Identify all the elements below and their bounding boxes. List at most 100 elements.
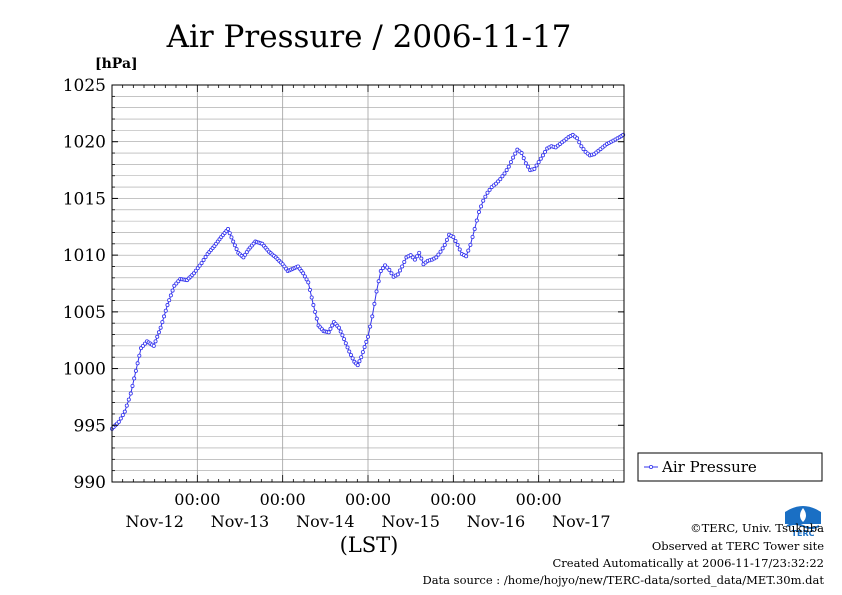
data-point bbox=[133, 368, 138, 373]
data-point bbox=[466, 248, 471, 253]
data-point bbox=[304, 277, 309, 282]
data-point bbox=[521, 156, 526, 161]
data-point bbox=[479, 204, 484, 209]
data-point bbox=[355, 363, 360, 368]
data-point bbox=[412, 257, 417, 262]
x-tick-time-label: 00:00 bbox=[345, 490, 391, 509]
x-axis-caption: (LST) bbox=[340, 533, 399, 557]
data-point bbox=[155, 334, 160, 339]
data-point bbox=[311, 303, 316, 308]
data-point bbox=[453, 238, 458, 243]
data-point bbox=[313, 309, 318, 314]
data-point bbox=[472, 227, 477, 232]
data-point bbox=[511, 155, 516, 160]
data-point bbox=[232, 243, 237, 248]
terc-logo: TERC bbox=[783, 502, 823, 538]
data-point bbox=[365, 334, 370, 339]
data-point bbox=[330, 323, 335, 328]
data-point bbox=[226, 227, 231, 232]
data-point bbox=[483, 194, 488, 199]
data-point bbox=[338, 329, 343, 334]
data-point bbox=[227, 231, 232, 236]
data-point bbox=[508, 160, 513, 165]
data-point bbox=[434, 255, 439, 260]
data-point bbox=[442, 242, 447, 247]
data-point bbox=[402, 259, 407, 264]
data-point bbox=[302, 274, 307, 279]
x-date-label: Nov-13 bbox=[211, 512, 269, 531]
data-point bbox=[376, 279, 381, 284]
data-point bbox=[156, 330, 161, 335]
data-point bbox=[440, 246, 445, 251]
series-air-pressure bbox=[110, 132, 626, 431]
data-point bbox=[197, 263, 202, 268]
x-date-label: Nov-15 bbox=[381, 512, 439, 531]
data-point bbox=[163, 308, 168, 313]
data-point bbox=[513, 151, 518, 156]
legend-box bbox=[637, 452, 823, 482]
legend: Air Pressure bbox=[637, 452, 823, 482]
data-point bbox=[470, 234, 475, 239]
data-point bbox=[193, 268, 198, 273]
data-point bbox=[342, 337, 347, 342]
data-point bbox=[307, 287, 312, 292]
data-point bbox=[328, 326, 333, 331]
y-tick-label: 1010 bbox=[63, 246, 106, 266]
data-point bbox=[348, 352, 353, 357]
data-point bbox=[540, 153, 545, 158]
data-point bbox=[158, 325, 163, 330]
data-point bbox=[543, 149, 548, 154]
data-point bbox=[372, 301, 377, 306]
x-date-label: Nov-12 bbox=[125, 512, 183, 531]
data-point bbox=[201, 258, 206, 263]
credit-created: Created Automatically at 2006-11-17/23:3… bbox=[552, 556, 825, 570]
x-date-label: Nov-16 bbox=[467, 512, 525, 531]
series-line bbox=[111, 134, 624, 430]
data-point bbox=[170, 288, 175, 293]
data-point bbox=[130, 383, 135, 388]
data-point bbox=[137, 353, 142, 358]
data-point bbox=[577, 140, 582, 145]
data-point bbox=[389, 271, 394, 276]
data-point bbox=[502, 171, 507, 176]
axis-ticks bbox=[111, 84, 625, 483]
data-point bbox=[122, 409, 127, 414]
data-point bbox=[534, 163, 539, 168]
data-point bbox=[575, 136, 580, 141]
data-point bbox=[444, 237, 449, 242]
data-point bbox=[536, 160, 541, 165]
data-point bbox=[415, 254, 420, 259]
data-point bbox=[244, 250, 249, 255]
data-point bbox=[191, 271, 196, 276]
data-point bbox=[162, 314, 167, 319]
x-date-label: Nov-14 bbox=[296, 512, 354, 531]
data-point bbox=[362, 345, 367, 350]
data-point bbox=[579, 144, 584, 149]
data-point bbox=[118, 416, 123, 421]
data-point bbox=[231, 239, 236, 244]
legend-label: Air Pressure bbox=[661, 458, 757, 476]
legend-swatch-marker bbox=[649, 464, 654, 469]
data-point bbox=[438, 249, 443, 254]
x-tick-time-label: 00:00 bbox=[174, 490, 220, 509]
data-point bbox=[229, 235, 234, 240]
credit-owner: ©TERC, Univ. Tsukuba bbox=[690, 521, 824, 535]
data-point bbox=[234, 247, 239, 252]
grid-lines bbox=[112, 85, 624, 482]
y-tick-label: 1005 bbox=[63, 303, 106, 323]
logo-text: TERC bbox=[792, 529, 815, 538]
data-point bbox=[124, 403, 129, 408]
data-point bbox=[498, 177, 503, 182]
data-point bbox=[380, 266, 385, 271]
data-point bbox=[374, 289, 379, 294]
data-point bbox=[360, 350, 365, 355]
y-tick-label: 990 bbox=[74, 473, 106, 493]
credit-source: Data source : /home/hojyo/new/TERC-data/… bbox=[422, 573, 824, 587]
data-point bbox=[347, 349, 352, 354]
data-point bbox=[301, 271, 306, 276]
data-point bbox=[474, 218, 479, 223]
y-unit-label: [hPa] bbox=[95, 56, 138, 72]
data-point bbox=[326, 330, 331, 335]
data-point bbox=[195, 266, 200, 271]
data-point bbox=[165, 303, 170, 308]
